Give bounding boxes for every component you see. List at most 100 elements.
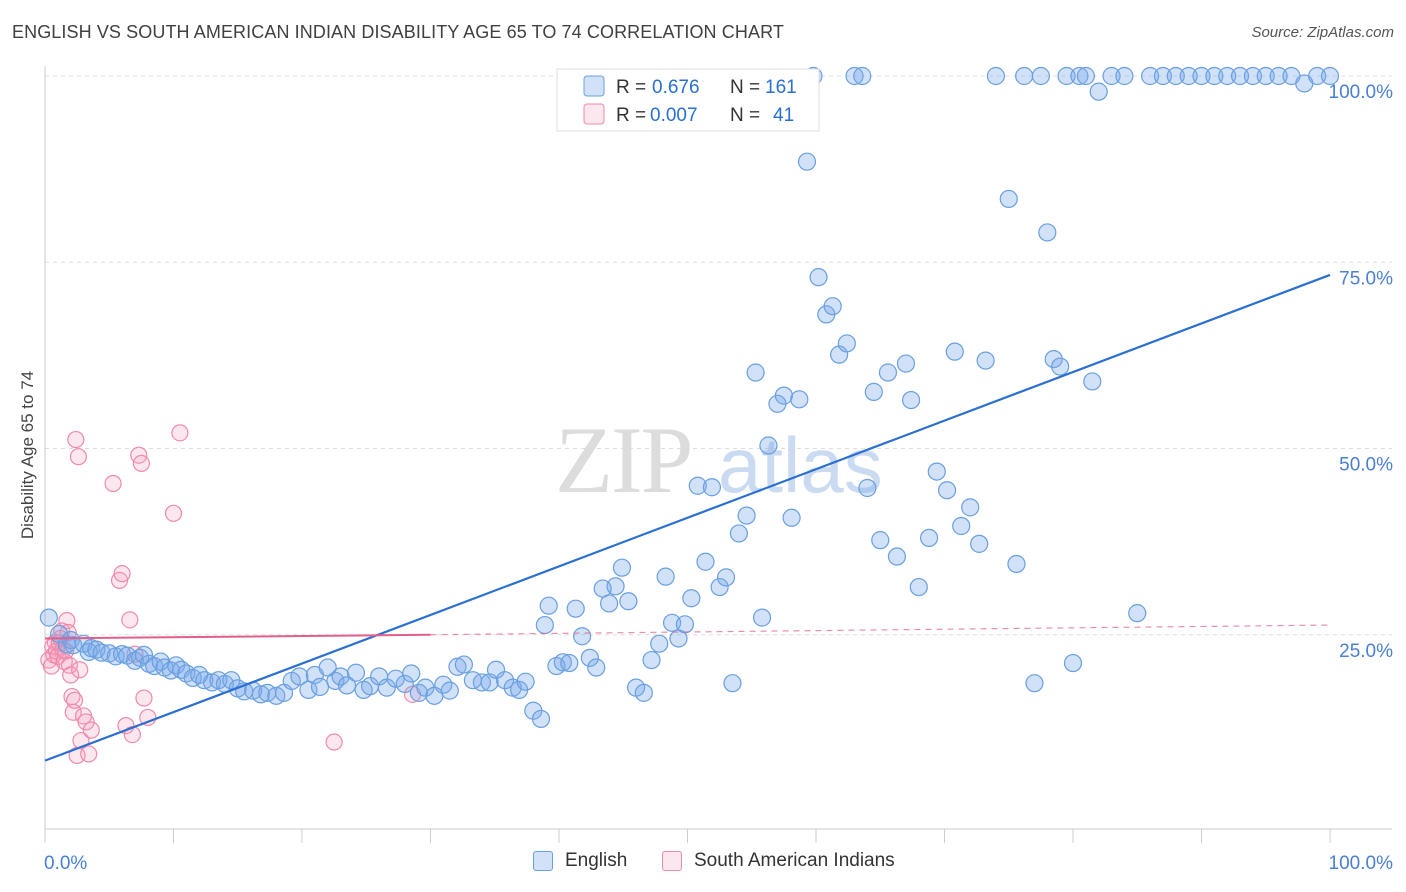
point-south-american-indians [121, 611, 139, 629]
point-english [642, 650, 661, 670]
point-english [1308, 66, 1327, 86]
point-english [945, 342, 964, 361]
grid-lines [45, 75, 1392, 636]
legend-sai-r-value: 0.007 [650, 105, 698, 126]
point-english [395, 674, 414, 694]
point-english [346, 663, 366, 682]
point-english [580, 648, 599, 667]
point-english [454, 655, 474, 674]
point-english [1230, 66, 1250, 86]
point-english [600, 594, 619, 613]
point-english [125, 651, 145, 670]
point-english [402, 664, 421, 683]
point-english [878, 363, 898, 382]
point-english [1153, 66, 1173, 86]
point-english [716, 568, 736, 587]
point-english [92, 643, 111, 662]
legend-english-r-value: 0.676 [652, 77, 700, 98]
point-english [1179, 66, 1198, 86]
point-english [531, 709, 551, 729]
point-english [486, 660, 506, 679]
point-english [702, 478, 722, 497]
legend-english-n-value: 161 [765, 77, 797, 98]
point-south-american-indians [67, 430, 85, 449]
point-english [290, 667, 309, 686]
point-english [864, 382, 883, 401]
point-english [790, 390, 809, 409]
point-english [927, 462, 946, 481]
point-south-american-indians [82, 721, 100, 739]
point-english [656, 567, 675, 586]
point-english [1115, 66, 1134, 86]
point-english [606, 577, 625, 596]
point-english [161, 661, 181, 680]
point-english [919, 528, 939, 548]
point-south-american-indians [113, 565, 131, 583]
point-english [535, 615, 554, 635]
point-english [986, 66, 1006, 86]
point-english [1025, 674, 1044, 693]
point-english [858, 478, 877, 498]
point-english [809, 268, 828, 287]
point-english [495, 671, 515, 690]
point-south-american-indians [42, 657, 61, 675]
point-english [251, 685, 270, 704]
point-english [937, 481, 957, 500]
point-english [331, 667, 350, 686]
bottom-legend-swatch-english [533, 851, 553, 871]
trend-lines [44, 273, 1331, 762]
trend-south-american-indians-extension [430, 624, 1331, 636]
y-tick-label: 100.0% [1329, 82, 1394, 103]
point-english [318, 658, 337, 677]
watermark-atlas: atlas [718, 421, 883, 509]
watermark-zip: ZIP [555, 407, 692, 513]
point-english [696, 552, 715, 571]
point-english [688, 476, 707, 495]
point-english [1083, 372, 1102, 391]
point-english [310, 677, 330, 697]
point-english [134, 645, 154, 664]
watermark: ZIP atlas [555, 407, 883, 513]
point-english [1102, 66, 1121, 86]
bottom-legend-label-sai: South American Indians [694, 850, 895, 871]
point-english [472, 673, 491, 692]
point-english [634, 683, 653, 702]
point-south-american-indians [62, 666, 80, 684]
y-tick-label: 25.0% [1339, 641, 1393, 662]
point-english [440, 681, 459, 700]
point-english [729, 524, 749, 543]
source-label: Source: ZipAtlas.com [1251, 24, 1394, 41]
point-south-american-indians [132, 454, 150, 472]
bottom-legend-label-english: English [565, 850, 628, 871]
point-english [1320, 66, 1340, 86]
point-south-american-indians [71, 661, 89, 679]
point-english [752, 608, 772, 627]
legend-english-r-label: R = [616, 77, 646, 98]
point-english [612, 558, 632, 577]
point-english [560, 653, 579, 673]
axes [44, 66, 1392, 843]
point-english [1038, 223, 1057, 242]
x-tick-label: 0.0% [44, 853, 87, 874]
legend-english-n-label: N = [730, 77, 760, 98]
point-english [573, 627, 592, 646]
point-english [976, 351, 995, 370]
point-english [823, 297, 842, 316]
point-english [759, 436, 778, 455]
point-english [1140, 66, 1160, 86]
point-english [1218, 66, 1237, 86]
point-english [1070, 66, 1089, 86]
point-english [1269, 66, 1288, 86]
point-english [539, 596, 558, 615]
point-english [952, 516, 971, 536]
point-english [1007, 554, 1026, 574]
point-english [675, 615, 695, 634]
point-english [853, 66, 872, 86]
point-english [619, 592, 638, 611]
trend-english [44, 273, 1331, 762]
legend-frame [556, 68, 820, 132]
point-south-american-indians [69, 448, 88, 466]
point-english [1166, 66, 1185, 86]
point-english [737, 506, 756, 525]
